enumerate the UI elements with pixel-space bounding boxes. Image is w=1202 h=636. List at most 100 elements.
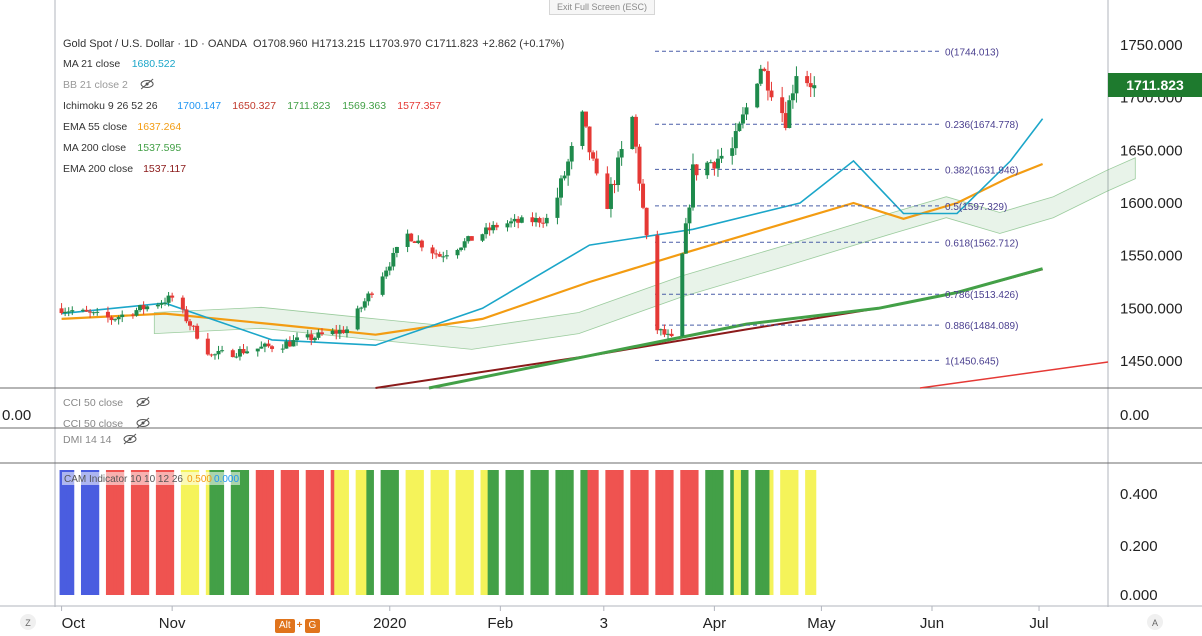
legend-row[interactable]: BB 21 close 2 (63, 78, 154, 91)
candle (170, 292, 175, 302)
candle (587, 126, 592, 161)
legend-row[interactable]: MA 21 close 1680.522 (63, 58, 176, 70)
cam-bar (295, 470, 300, 595)
indicator-legend[interactable]: MA 21 close 1680.522 BB 21 close 2 Ichimoku… (63, 58, 441, 175)
candle (594, 150, 599, 176)
legend-label: Ichimoku 9 26 52 26 (63, 100, 158, 112)
cam-bar (394, 470, 399, 595)
cam-bar (733, 470, 738, 595)
candle (255, 348, 260, 357)
hotkey-plus: + (296, 620, 303, 631)
candle (516, 216, 521, 229)
candle (362, 298, 367, 311)
legend-value: 1637.264 (137, 121, 181, 133)
corner-left[interactable]: Z (20, 614, 36, 630)
legend-label: MA 200 close (63, 142, 126, 154)
cam-bar (534, 470, 539, 595)
legend-row[interactable]: Ichimoku 9 26 52 26 1700.147 1650.327 1711.… (63, 100, 441, 112)
eye-off-icon[interactable] (123, 433, 137, 445)
candle (812, 76, 817, 97)
candle (512, 214, 517, 227)
cam-bar (762, 470, 767, 595)
candle (330, 328, 335, 336)
legend-label: EMA 200 close (63, 163, 133, 175)
eye-off-icon[interactable] (136, 396, 150, 408)
candle (769, 81, 774, 101)
candle (416, 235, 421, 245)
cam-bar (587, 470, 592, 595)
candle (309, 330, 314, 346)
cam-bar (765, 470, 770, 595)
fibonacci-retracement[interactable]: 0(1744.013) 0.236(1674.778) 0.382(1631.946… (655, 47, 1018, 367)
time-tick-label: 3 (600, 615, 608, 632)
cam-bar (715, 470, 720, 595)
candle (612, 180, 617, 194)
legend-row[interactable]: EMA 55 close 1637.264 (63, 121, 181, 133)
candle (655, 230, 660, 335)
candle (730, 137, 735, 165)
cam-bar (712, 470, 717, 595)
eye-off-icon[interactable] (136, 417, 150, 429)
candle (494, 222, 499, 231)
candle (808, 73, 813, 98)
candle (662, 324, 667, 338)
cam-bar (230, 470, 235, 595)
candle (394, 246, 399, 258)
cam-legend[interactable]: CAM Indicator 10 10 12 26 0.500 0.000 (62, 472, 240, 485)
price-axis[interactable]: 1750.0001700.0001650.0001600.0001550.000… (1120, 37, 1183, 370)
cam-bar (187, 470, 192, 595)
candle (295, 332, 300, 346)
cam-bar (241, 470, 246, 595)
candle (134, 307, 139, 317)
fib-level: 1(1450.645) (655, 356, 999, 367)
candle (758, 64, 763, 87)
candle (355, 305, 360, 331)
cam-bar (113, 470, 118, 595)
candle (209, 353, 214, 358)
cam-indicator-bars (59, 470, 817, 595)
candle (484, 223, 489, 239)
candle (569, 142, 574, 170)
candle (291, 335, 296, 347)
cci-label-1[interactable]: CCI 50 close (63, 397, 123, 409)
cam-bar (305, 470, 310, 595)
eye-off-icon[interactable] (140, 78, 154, 90)
candle (66, 307, 71, 317)
cam-bar (262, 470, 267, 595)
candle (366, 291, 371, 306)
cam-bar (505, 470, 510, 595)
candle (166, 291, 171, 307)
last-price-badge (1108, 73, 1202, 97)
cam-bar (580, 470, 585, 595)
candle (155, 302, 160, 309)
cloud-band (153, 157, 1136, 350)
corner-right[interactable]: A (1147, 614, 1163, 630)
candle (266, 339, 271, 348)
exit-fullscreen-button[interactable]: Exit Full Screen (ESC) (549, 0, 655, 15)
legend-row[interactable]: MA 200 close 1537.595 (63, 142, 181, 154)
legend-value: 1680.522 (132, 58, 176, 70)
candle (566, 158, 571, 186)
cam-bar (120, 470, 125, 595)
dmi-label[interactable]: DMI 14 14 (63, 434, 112, 446)
cci-label-2[interactable]: CCI 50 close (63, 418, 123, 430)
cam-bar (519, 470, 524, 595)
cam-bar (555, 470, 560, 595)
legend-row[interactable]: EMA 200 close 1537.117 (63, 163, 186, 175)
candle (270, 345, 275, 353)
candle (608, 177, 613, 218)
cam-bar (491, 470, 496, 595)
candle (537, 216, 542, 228)
candle (466, 235, 471, 244)
svg-text:Z: Z (25, 618, 31, 628)
candle (237, 346, 242, 361)
time-axis[interactable]: Oct Nov 2020 Feb 3 Apr May Jun Jul (61, 606, 1049, 632)
candle (116, 315, 121, 325)
trend-line[interactable] (919, 361, 1109, 389)
fib-level: 0.5(1597.329) (655, 202, 1007, 213)
cam-bar (694, 470, 699, 595)
candle (491, 221, 496, 234)
cam-label: CAM Indicator 10 10 12 26 (64, 474, 183, 485)
cam-bar (594, 470, 599, 595)
